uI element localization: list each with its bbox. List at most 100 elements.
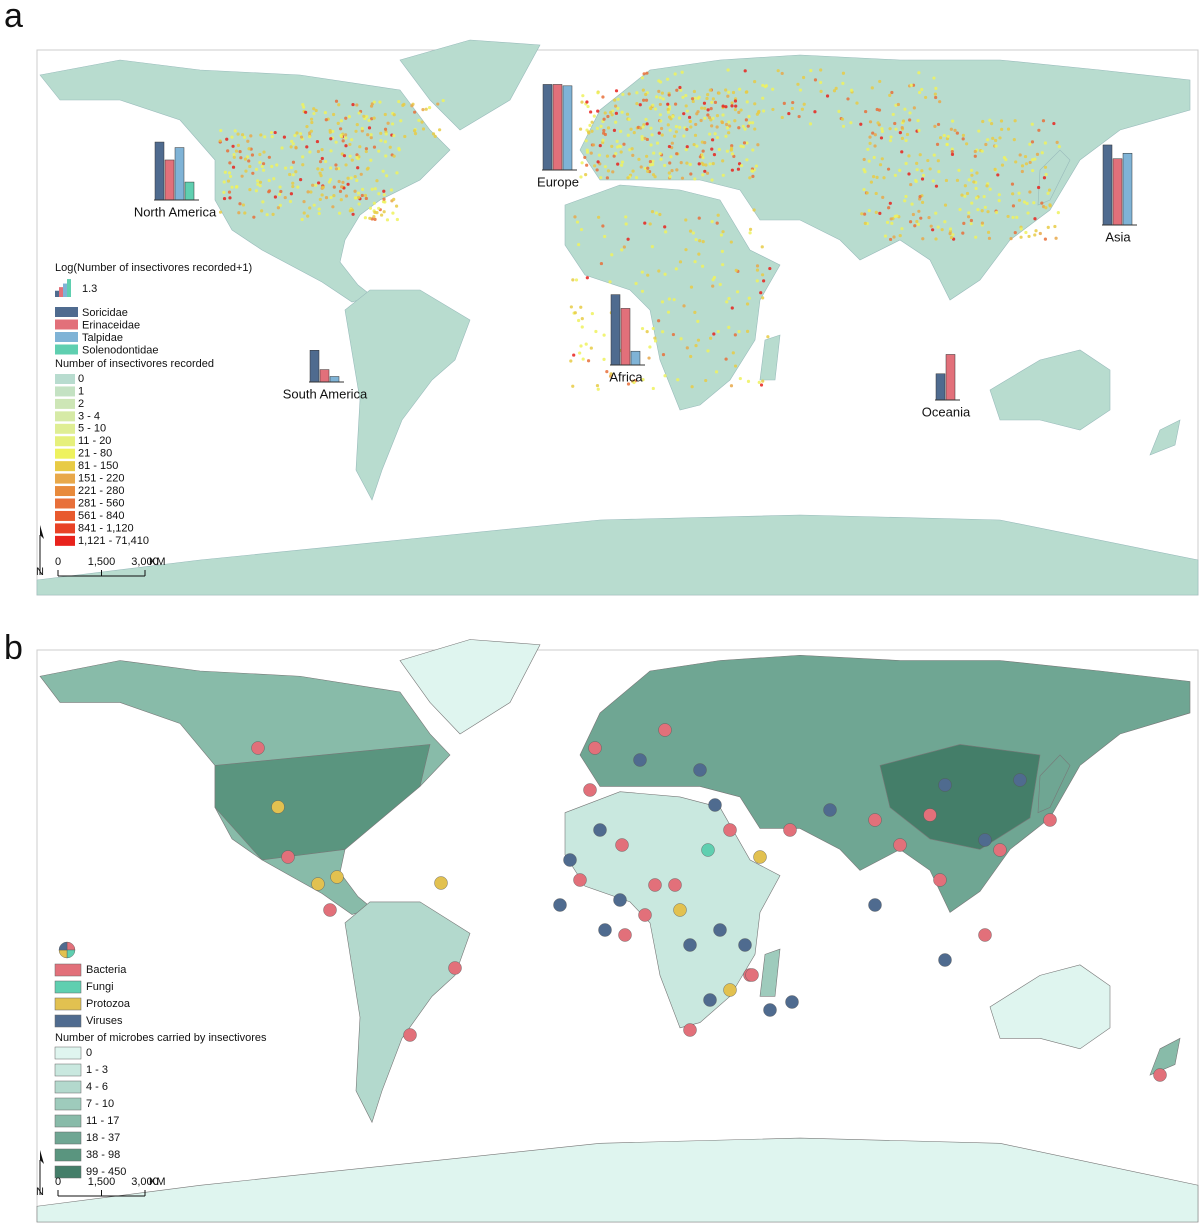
occurrence-dot <box>640 326 645 331</box>
occurrence-dot <box>569 359 573 363</box>
legend-swatch <box>54 997 82 1011</box>
occurrence-dot <box>709 118 713 122</box>
region-name: North America <box>134 204 217 219</box>
occurrence-dot <box>841 124 846 128</box>
occurrence-dot <box>222 180 226 184</box>
occurrence-dot <box>990 122 994 126</box>
legend-label: 0 <box>78 373 84 385</box>
occurrence-dot <box>729 384 734 388</box>
occurrence-dot <box>658 113 662 117</box>
occurrence-dot <box>761 109 766 113</box>
occurrence-dot <box>898 234 902 238</box>
occurrence-dot <box>624 222 628 226</box>
legend-swatch <box>55 374 75 384</box>
occurrence-dot <box>726 126 730 130</box>
occurrence-dot <box>397 99 401 104</box>
occurrence-dot <box>312 203 316 207</box>
occurrence-dot <box>383 127 388 131</box>
occurrence-dot <box>825 94 830 98</box>
occurrence-dot <box>684 218 688 222</box>
occurrence-dot <box>320 148 324 152</box>
occurrence-dot <box>917 71 921 75</box>
occurrence-dot <box>629 127 633 131</box>
occurrence-dot <box>727 90 731 94</box>
occurrence-dot <box>638 103 642 107</box>
occurrence-dot <box>703 116 707 120</box>
occurrence-dot <box>593 164 597 168</box>
occurrence-dot <box>919 216 923 220</box>
occurrence-dot <box>730 104 734 108</box>
occurrence-dot <box>863 170 867 174</box>
occurrence-dot <box>576 318 581 323</box>
occurrence-dot <box>588 123 592 127</box>
legend-label: Soricidae <box>82 307 128 319</box>
occurrence-dot <box>675 88 679 92</box>
occurrence-dot <box>624 215 628 219</box>
occurrence-dot <box>373 187 377 191</box>
occurrence-dot <box>700 153 704 157</box>
occurrence-dot <box>328 130 332 134</box>
occurrence-dot <box>746 379 751 383</box>
north-label: N <box>36 566 44 578</box>
occurrence-dot <box>291 181 295 185</box>
occurrence-dot <box>846 97 850 101</box>
occurrence-dot <box>318 160 323 164</box>
occurrence-dot <box>997 193 1001 197</box>
occurrence-dot <box>571 384 575 388</box>
occurrence-dot <box>589 151 593 155</box>
occurrence-dot <box>696 110 700 114</box>
microbe-pie <box>893 838 907 852</box>
occurrence-dot <box>655 95 659 99</box>
occurrence-dot <box>630 147 634 151</box>
occurrence-dot <box>1028 142 1032 146</box>
occurrence-dot <box>689 354 693 359</box>
microbe-pie <box>593 823 607 837</box>
occurrence-dot <box>790 106 794 111</box>
occurrence-dot <box>780 71 784 76</box>
occurrence-dot <box>324 196 329 200</box>
occurrence-dot <box>757 109 761 114</box>
occurrence-dot <box>855 101 859 105</box>
occurrence-dot <box>653 336 657 340</box>
occurrence-dot <box>1052 121 1056 126</box>
microbe-pie <box>703 993 717 1007</box>
occurrence-dot <box>975 171 979 175</box>
occurrence-dot <box>840 117 845 121</box>
occurrence-dot <box>969 168 974 172</box>
occurrence-dot <box>727 131 731 135</box>
occurrence-dot <box>290 139 294 143</box>
occurrence-dot <box>581 94 585 98</box>
occurrence-dot <box>657 131 661 135</box>
occurrence-dot <box>888 237 893 242</box>
occurrence-dot <box>706 113 710 117</box>
occurrence-dot <box>659 119 663 123</box>
microbe-pie <box>868 898 882 912</box>
occurrence-dot <box>972 180 976 184</box>
occurrence-dot <box>372 116 376 120</box>
occurrence-dot <box>720 120 724 125</box>
occurrence-dot <box>714 370 719 374</box>
occurrence-dot <box>693 133 698 137</box>
occurrence-dot <box>701 162 705 167</box>
occurrence-dot <box>645 137 649 142</box>
occurrence-dot <box>337 103 341 107</box>
occurrence-dot <box>609 110 613 114</box>
legend-swatch <box>55 332 78 342</box>
occurrence-dot <box>668 175 672 179</box>
occurrence-dot <box>862 188 866 192</box>
occurrence-dot <box>397 146 401 151</box>
occurrence-dot <box>841 81 845 85</box>
legend-label: 1 <box>78 385 84 397</box>
region-name: South America <box>283 386 368 401</box>
occurrence-dot <box>746 124 750 128</box>
occurrence-dot <box>914 179 918 184</box>
occurrence-dot <box>261 162 266 166</box>
legend-label: 281 - 560 <box>78 497 124 509</box>
legend-swatch <box>54 963 82 977</box>
occurrence-dot <box>974 186 978 191</box>
occurrence-dot <box>603 165 607 169</box>
occurrence-dot <box>246 139 250 143</box>
occurrence-dot <box>737 110 741 115</box>
occurrence-dot <box>934 211 938 215</box>
occurrence-dot <box>751 148 755 152</box>
